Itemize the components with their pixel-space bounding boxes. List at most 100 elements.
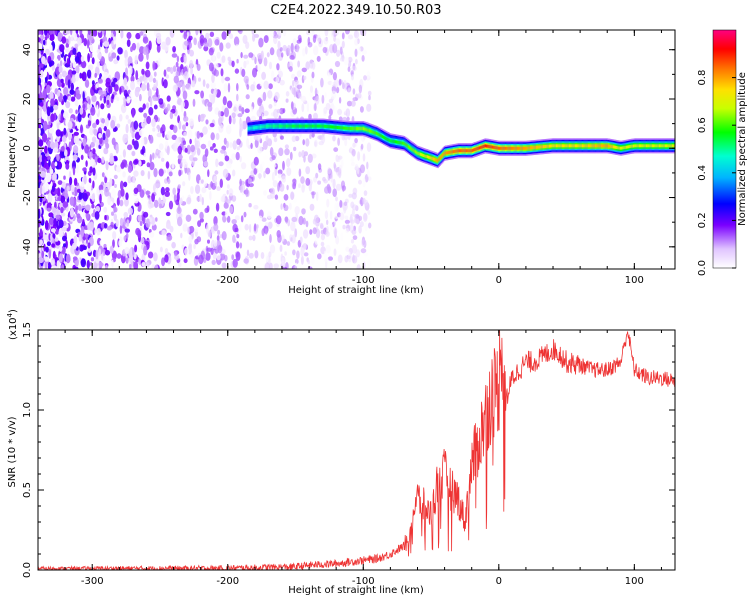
spectrogram-noise-cell <box>169 112 174 120</box>
spectrogram-noise-cell <box>289 151 293 161</box>
spectrogram-ridge-cell <box>290 124 293 128</box>
spectrogram-noise-cell <box>73 145 79 154</box>
spectrogram-noise-cell <box>244 108 250 113</box>
spectrogram-noise-cell <box>84 144 90 154</box>
spectrogram-noise-cell <box>149 161 155 171</box>
spectrogram-noise-cell <box>109 178 113 186</box>
spectrogram-ridge-cell <box>493 145 496 149</box>
spectrogram-noise-cell <box>272 180 278 188</box>
spectrogram-ridge-cell <box>534 145 537 149</box>
spectrogram-noise-cell <box>239 123 244 132</box>
spectrogram-noise-cell <box>56 91 61 97</box>
spectrogram-noise-cell <box>42 39 46 46</box>
spectrogram-ridge-cell <box>567 144 569 148</box>
spectrogram-noise-cell <box>118 239 123 247</box>
spectrogram-ridge-cell <box>309 124 311 128</box>
spectrogram-noise-cell <box>317 253 322 260</box>
spectrogram-noise-cell <box>80 258 87 268</box>
spectrogram-noise-cell <box>155 179 161 189</box>
spectrogram-noise-cell <box>345 227 350 234</box>
spectrogram-noise-cell <box>39 154 43 163</box>
spectrogram-noise-cell <box>175 137 180 147</box>
spectrogram-noise-cell <box>330 81 334 88</box>
snr-y-tick-label: 1.5 <box>22 322 33 338</box>
spectrogram-noise-cell <box>313 112 318 120</box>
spectrogram-ridge-cell <box>591 144 593 148</box>
spectrogram-ridge-cell <box>479 146 482 150</box>
spectrogram-noise-cell <box>182 140 186 145</box>
spectrogram-ridge-cell <box>633 144 636 148</box>
spectrogram-noise-cell <box>283 194 289 201</box>
spectrogram-noise-cell <box>53 217 57 227</box>
spectrogram-noise-cell <box>95 205 100 213</box>
spectrogram-ridge-cell <box>406 144 409 148</box>
spectrogram-noise-cell <box>347 87 351 93</box>
spectrogram-noise-cell <box>275 77 280 83</box>
spectrogram-noise-cell <box>208 69 211 79</box>
spectrogram-ridge-cell <box>497 146 500 150</box>
spectrogram-noise-cell <box>277 169 283 175</box>
spectrogram-ridge-cell <box>527 146 529 150</box>
spectrogram-noise-cell <box>92 180 95 189</box>
spectrogram-noise-cell <box>237 30 242 33</box>
spectrogram-ridge-cell <box>379 133 382 137</box>
spectrogram-noise-cell <box>286 167 292 177</box>
spectrogram-noise-cell <box>54 228 60 235</box>
spectrogram-noise-cell <box>311 191 315 199</box>
spectrogram-ridge-cell <box>351 127 354 131</box>
spectrogram-noise-cell <box>162 131 165 138</box>
spectrogram-noise-cell <box>63 175 66 180</box>
spectrogram-noise-cell <box>343 206 347 214</box>
spectrogram-noise-cell <box>51 243 55 248</box>
spectrogram-noise-cell <box>352 142 356 148</box>
spectrogram-ridge-cell <box>593 144 595 148</box>
snr-multiplier-exp: 4 <box>6 312 14 317</box>
spectrogram-noise-cell <box>294 228 298 238</box>
spectrogram-ridge-cell <box>336 125 338 129</box>
spectrogram-noise-cell <box>290 42 294 53</box>
spectrogram-noise-cell <box>134 244 138 253</box>
spectrogram-noise-cell <box>56 122 60 130</box>
spectrogram-noise-cell <box>293 265 298 269</box>
spectrogram-noise-cell <box>109 155 115 165</box>
spectrogram-ridge-cell <box>507 146 510 150</box>
spectrogram-ridge-cell <box>315 124 318 128</box>
spectrogram-ridge-cell <box>637 144 640 148</box>
spectrogram-noise-cell <box>87 30 91 36</box>
spectrogram-noise-cell <box>334 60 341 68</box>
spectrogram-noise-cell <box>38 52 42 59</box>
spectrogram-noise-cell <box>298 183 301 188</box>
spectrogram-noise-cell <box>164 191 170 197</box>
spectrogram-noise-cell <box>252 234 256 242</box>
spectrogram-noise-cell <box>123 89 128 97</box>
spectrogram-noise-cell <box>196 147 201 156</box>
spectrogram-noise-cell <box>221 55 226 63</box>
spectrogram-ridge-cell <box>608 144 611 148</box>
spectrogram-noise-cell <box>178 120 182 130</box>
spectrogram-y-tick-label: -20 <box>22 189 33 205</box>
spectrogram-noise-cell <box>284 148 290 156</box>
spectrogram-ridge-cell <box>445 151 448 155</box>
spectrogram-noise-cell <box>304 46 308 55</box>
spectrogram-noise-cell <box>269 234 272 243</box>
spectrogram-ridge-cell <box>648 144 651 148</box>
spectrogram-ridge-cell <box>538 145 540 149</box>
spectrogram-noise-cell <box>323 250 327 260</box>
spectrogram-noise-cell <box>105 129 111 138</box>
spectrogram-noise-cell <box>99 239 104 246</box>
spectrogram-ridge-cell <box>513 146 515 150</box>
spectrogram-noise-cell <box>246 84 250 90</box>
spectrogram-noise-cell <box>341 40 345 49</box>
spectrogram-ridge-cell <box>574 144 577 148</box>
spectrogram-ridge-cell <box>533 146 536 149</box>
snr-x-axis-label: Height of straight line (km) <box>288 585 424 596</box>
spectrogram-noise-cell <box>141 68 145 75</box>
spectrogram-noise-cell <box>366 103 372 112</box>
spectrogram-noise-cell <box>61 245 66 255</box>
spectrogram-noise-cell <box>103 41 109 47</box>
spectrogram-noise-cell <box>332 178 336 189</box>
spectrogram-noise-cell <box>339 212 345 221</box>
spectrogram-noise-cell <box>90 257 95 262</box>
spectrogram-noise-cell <box>239 184 243 193</box>
spectrogram-noise-cell <box>277 40 281 50</box>
